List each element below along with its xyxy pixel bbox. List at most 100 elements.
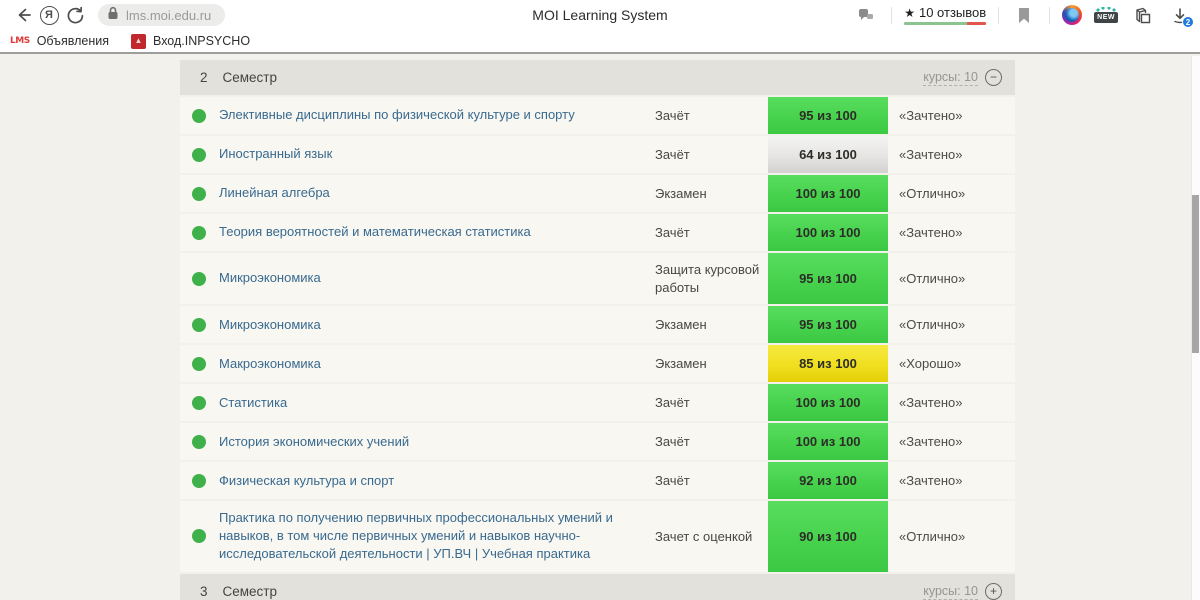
downloads-button[interactable]: 2: [1168, 3, 1194, 28]
course-link[interactable]: Микроэкономика: [219, 270, 321, 286]
yandex-browser-icon[interactable]: Я: [36, 2, 62, 28]
courses-count-link[interactable]: курсы: 10: [923, 583, 978, 600]
assessment-type: Зачет с оценкой: [655, 528, 753, 544]
grade-label: «Отлично»: [899, 317, 966, 333]
grade-label: «Зачтено»: [899, 473, 963, 489]
vertical-scrollbar[interactable]: [1191, 56, 1200, 600]
score-badge: 100 из 100: [768, 175, 888, 212]
assessment-type: Зачёт: [655, 433, 690, 449]
course-row: Элективные дисциплины по физической куль…: [180, 97, 1015, 134]
course-link[interactable]: Микроэкономика: [219, 316, 321, 332]
site-reviews-widget[interactable]: ★ 10 отзывов: [904, 5, 987, 25]
courses-count-link[interactable]: курсы: 10: [923, 69, 978, 87]
reviews-sentiment-bar: [904, 22, 987, 25]
score-badge: 100 из 100: [768, 384, 888, 422]
status-dot: [192, 108, 206, 123]
course-link[interactable]: Линейная алгебра: [219, 185, 330, 201]
score-badge: 92 из 100: [768, 462, 888, 500]
course-link[interactable]: Иностранный язык: [219, 146, 333, 162]
status-dot: [192, 529, 206, 544]
address-bar[interactable]: lms.moi.edu.ru: [98, 4, 226, 26]
course-table-body: Элективные дисциплины по физической куль…: [180, 97, 1015, 572]
course-link[interactable]: История экономических учений: [219, 433, 410, 449]
score-badge: 64 из 100: [768, 136, 888, 173]
protect-notifications-icon[interactable]: [853, 2, 879, 28]
course-link[interactable]: Статистика: [219, 394, 288, 410]
course-row: Иностранный язык Зачёт 64 из 100 «Зачтен…: [180, 136, 1015, 173]
status-dot: [192, 317, 206, 332]
score-badge: 100 из 100: [768, 423, 888, 461]
status-dot: [192, 271, 206, 286]
star-icon: ★: [904, 5, 915, 20]
course-row: Физическая культура и спорт Зачёт 92 из …: [180, 462, 1015, 500]
score-badge: 85 из 100: [768, 345, 888, 383]
semester-2-header: 2 Семестр курсы: 10 −: [180, 60, 1015, 95]
scrollbar-thumb[interactable]: [1192, 195, 1199, 353]
status-dot: [192, 473, 206, 488]
grade-label: «Зачтено»: [899, 434, 963, 450]
refresh-button[interactable]: [62, 2, 88, 28]
assessment-type: Зачёт: [655, 107, 690, 123]
course-link[interactable]: Теория вероятностей и математическая ста…: [219, 224, 531, 240]
collapse-semester-button[interactable]: −: [985, 69, 1002, 86]
semester-label: Семестр: [222, 583, 278, 599]
divider: [998, 6, 1000, 24]
assessment-type: Защита курсовой работы: [655, 262, 760, 295]
bookmark-flag-icon[interactable]: [1011, 2, 1037, 28]
status-dot: [192, 225, 206, 240]
assessment-type: Зачёт: [655, 472, 690, 488]
back-button[interactable]: [10, 2, 36, 28]
new-badge: NEW: [1094, 12, 1118, 23]
confetti-decoration: [1096, 7, 1117, 12]
course-row: Микроэкономика Экзамен 95 из 100 «Отличн…: [180, 306, 1015, 344]
course-row: Практика по получению первичных професси…: [180, 501, 1015, 572]
browser-toolbar: Я lms.moi.edu.ru MOI Learning System ★ 1…: [0, 0, 1200, 30]
course-link[interactable]: Макроэкономика: [219, 355, 321, 371]
assessment-type: Зачёт: [655, 146, 690, 162]
expand-semester-button[interactable]: +: [985, 582, 1002, 600]
score-badge: 95 из 100: [768, 97, 888, 134]
status-dot: [192, 186, 206, 201]
score-badge: 90 из 100: [768, 501, 888, 572]
score-badge: 95 из 100: [768, 306, 888, 344]
downloads-count-badge: 2: [1182, 16, 1194, 28]
course-row: Макроэкономика Экзамен 85 из 100 «Хорошо…: [180, 345, 1015, 383]
page-title: MOI Learning System: [532, 7, 668, 23]
page-body: 2 Семестр курсы: 10 − Элективные дисципл…: [0, 56, 1200, 600]
assessment-type: Зачёт: [655, 224, 690, 240]
divider: [891, 6, 893, 24]
lms-favicon: LMS: [10, 36, 30, 46]
assessment-type: Экзамен: [655, 316, 707, 332]
inpsycho-favicon: ▲: [131, 33, 146, 49]
semester-label: Семестр: [222, 70, 278, 85]
assessment-type: Экзамен: [655, 355, 707, 371]
grade-label: «Отлично»: [899, 528, 966, 544]
grade-label: «Зачтено»: [899, 395, 963, 411]
semester-gradebook: 2 Семестр курсы: 10 − Элективные дисципл…: [180, 60, 1015, 600]
course-row: Статистика Зачёт 100 из 100 «Зачтено»: [180, 384, 1015, 422]
course-link[interactable]: Физическая культура и спорт: [219, 472, 395, 488]
course-row: Линейная алгебра Экзамен 100 из 100 «Отл…: [180, 175, 1015, 212]
assessment-type: Экзамен: [655, 185, 707, 201]
grade-label: «Отлично»: [899, 271, 966, 287]
course-link[interactable]: Элективные дисциплины по физической куль…: [219, 107, 575, 123]
score-badge: 100 из 100: [768, 214, 888, 251]
status-dot: [192, 395, 206, 410]
status-dot: [192, 147, 206, 162]
lock-icon: [107, 6, 119, 25]
assessment-type: Зачёт: [655, 394, 690, 410]
status-dot: [192, 356, 206, 371]
grade-label: «Зачтено»: [899, 147, 963, 162]
bookmark-announcements[interactable]: LMS Объявления: [10, 34, 109, 48]
semester-3-header: 3 Семестр курсы: 10 +: [180, 573, 1015, 600]
course-link[interactable]: Практика по получению первичных професси…: [219, 510, 613, 562]
collections-icon[interactable]: [1130, 2, 1156, 28]
extension-new-icon[interactable]: NEW: [1094, 7, 1118, 23]
extension-circle-icon[interactable]: [1062, 5, 1083, 25]
status-dot: [192, 434, 206, 449]
grade-label: «Зачтено»: [899, 108, 963, 123]
bookmark-inpsycho-login[interactable]: ▲ Вход.INPSYCHO: [131, 33, 250, 49]
divider: [1049, 6, 1051, 24]
course-row: Теория вероятностей и математическая ста…: [180, 214, 1015, 251]
course-row: Микроэкономика Защита курсовой работы 95…: [180, 253, 1015, 305]
